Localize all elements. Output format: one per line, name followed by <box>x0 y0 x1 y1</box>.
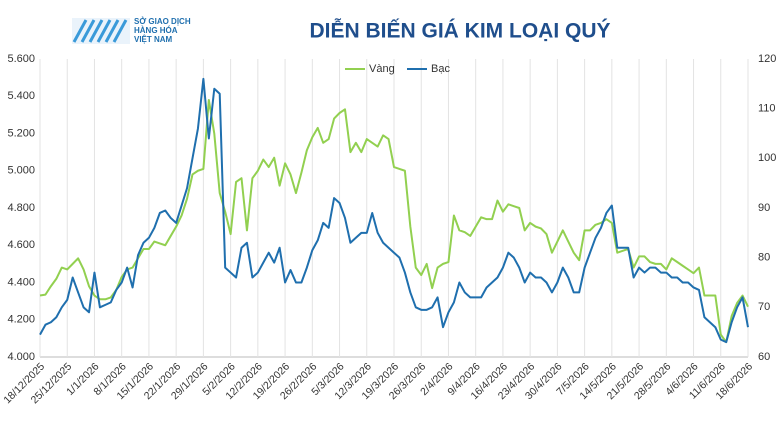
y-tick-label: 4.800 <box>7 202 35 214</box>
logo-text: SỞ GIAO DỊCH <box>134 17 191 26</box>
y2-tick-label: 90 <box>758 202 770 214</box>
y-tick-label: 5.600 <box>7 53 35 65</box>
y-tick-label: 4.400 <box>7 276 35 288</box>
y-tick-label: 5.400 <box>7 90 35 102</box>
y-tick-label: 5.200 <box>7 127 35 139</box>
y-tick-label: 4.000 <box>7 351 35 363</box>
y2-tick-label: 100 <box>758 152 776 164</box>
logo-text: VIỆT NAM <box>134 35 173 44</box>
logo-icon <box>72 18 130 44</box>
y2-tick-label: 120 <box>758 53 776 65</box>
legend-label: Bạc <box>431 63 450 75</box>
y-tick-label: 4.200 <box>7 314 35 326</box>
y2-tick-label: 80 <box>758 252 770 264</box>
y-tick-label: 5.000 <box>7 165 35 177</box>
chart-title: DIỄN BIẾN GIÁ KIM LOẠI QUÝ <box>309 19 610 43</box>
series-line <box>39 77 749 344</box>
y2-tick-label: 60 <box>758 351 770 363</box>
y2-tick-label: 70 <box>758 301 770 313</box>
y2-tick-label: 110 <box>758 103 776 115</box>
legend-label: Vàng <box>369 63 395 75</box>
y-tick-label: 4.600 <box>7 239 35 251</box>
logo-text: HÀNG HÓA <box>134 26 178 35</box>
